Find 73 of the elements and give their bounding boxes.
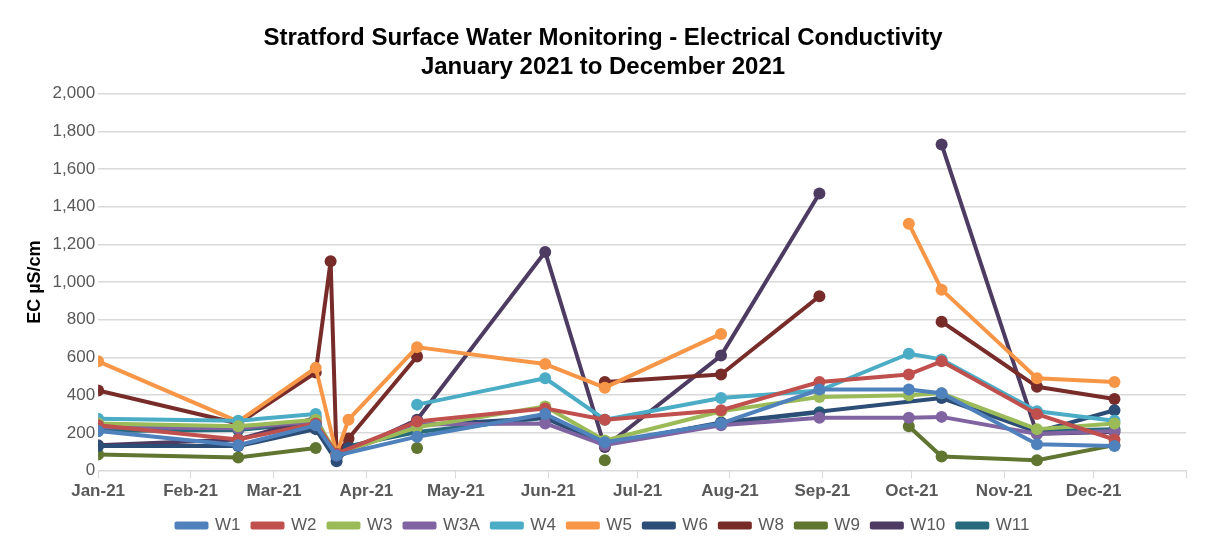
point xyxy=(935,450,948,463)
x-tick-label: Oct-21 xyxy=(885,481,939,501)
point xyxy=(902,383,915,396)
point xyxy=(309,441,322,454)
x-tick-label: Mar-21 xyxy=(246,481,302,501)
legend-label: W8 xyxy=(758,515,784,535)
point xyxy=(411,341,424,354)
point xyxy=(598,454,611,467)
y-tick-label: 0 xyxy=(85,460,96,480)
point xyxy=(902,347,915,360)
y-tick-label: 2,000 xyxy=(52,83,96,103)
point xyxy=(902,217,915,230)
legend-label: W3 xyxy=(367,515,393,535)
point xyxy=(324,255,337,268)
point xyxy=(715,368,728,381)
y-tick-label: 1,800 xyxy=(52,120,96,140)
point xyxy=(1108,376,1121,389)
point xyxy=(902,368,915,381)
point xyxy=(935,138,948,151)
y-tick-label: 1,200 xyxy=(52,234,96,254)
legend-label: W1 xyxy=(215,515,241,535)
x-tick-label: Jan-21 xyxy=(71,481,126,501)
y-tick-label: 1,000 xyxy=(52,271,96,291)
legend-label: W11 xyxy=(995,515,1030,535)
x-tick-label: Dec-21 xyxy=(1065,481,1122,501)
x-tick-label: Jul-21 xyxy=(613,481,663,501)
legend-label: W3A xyxy=(443,515,481,535)
y-tick-label: 400 xyxy=(66,384,96,404)
point xyxy=(715,327,728,340)
x-tick-label: Apr-21 xyxy=(339,481,394,501)
legend-label: W9 xyxy=(834,515,860,535)
point xyxy=(935,283,948,296)
point xyxy=(935,410,948,423)
x-tick-label: Sep-21 xyxy=(794,481,851,501)
point xyxy=(411,398,424,411)
point xyxy=(813,187,826,200)
x-tick-label: May-21 xyxy=(426,481,485,501)
y-tick-label: 1,600 xyxy=(52,158,96,178)
y-tick-label: 1,400 xyxy=(52,196,96,216)
point xyxy=(715,349,728,362)
point xyxy=(715,392,728,405)
legend-label: W2 xyxy=(291,515,317,535)
legend-label: W10 xyxy=(910,515,946,535)
y-axis-title: EC µS/cm xyxy=(23,240,44,324)
point xyxy=(411,441,424,454)
point xyxy=(1030,372,1043,385)
x-tick-label: Feb-21 xyxy=(163,481,218,501)
legend-label: W4 xyxy=(530,515,556,535)
x-tick-label: Jun-21 xyxy=(520,481,576,501)
y-tick-label: 600 xyxy=(66,347,96,367)
point xyxy=(342,413,355,426)
point xyxy=(813,290,826,303)
point xyxy=(411,430,424,443)
y-tick-label: 800 xyxy=(66,309,96,329)
point xyxy=(813,411,826,424)
legend-label: W6 xyxy=(682,515,708,535)
point xyxy=(309,361,322,374)
point xyxy=(598,381,611,394)
point xyxy=(539,245,552,258)
point xyxy=(232,451,245,464)
x-tick-label: Aug-21 xyxy=(701,481,759,501)
point xyxy=(935,315,948,328)
point xyxy=(539,358,552,371)
chart-title: Stratford Surface Water Monitoring - Electrical Conductivity January 2021 to December 2021 xyxy=(263,23,944,79)
point xyxy=(1108,404,1121,417)
point xyxy=(1108,392,1121,405)
point xyxy=(902,411,915,424)
point xyxy=(1030,454,1043,467)
point xyxy=(539,372,552,385)
legend-label: W5 xyxy=(606,515,632,535)
x-tick-label: Nov-21 xyxy=(975,481,1033,501)
point xyxy=(1030,438,1043,451)
y-tick-label: 200 xyxy=(66,422,96,442)
